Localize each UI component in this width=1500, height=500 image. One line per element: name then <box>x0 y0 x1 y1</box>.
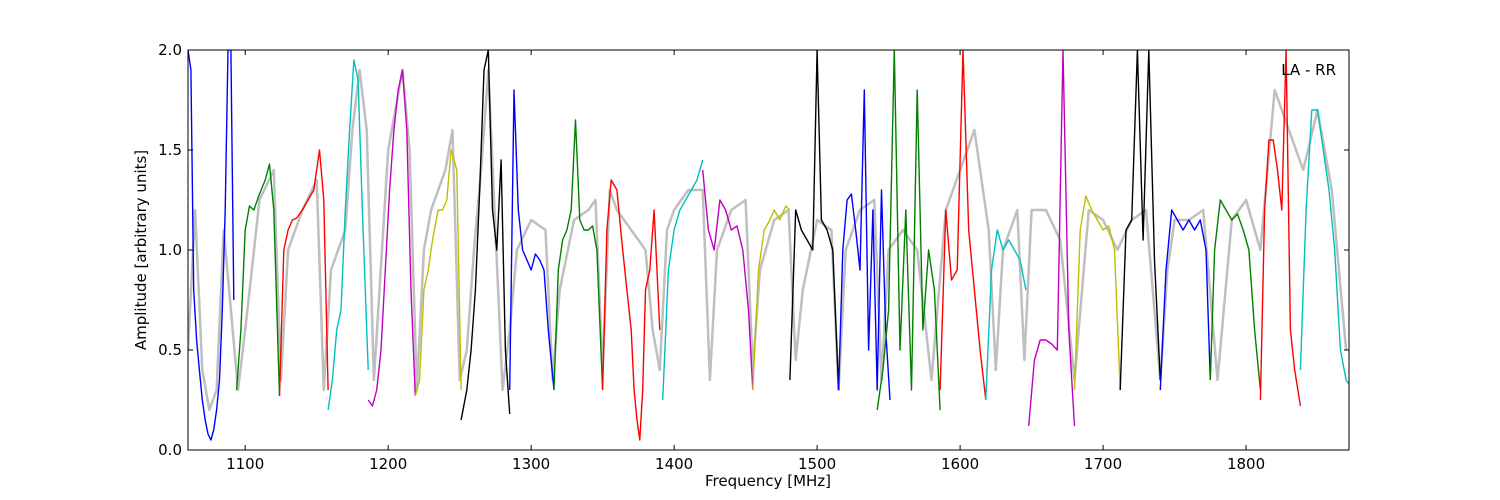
x-tick-label: 1700 <box>1084 455 1122 473</box>
series-line-6 <box>414 149 462 397</box>
series-line-22 <box>1159 209 1211 391</box>
series-line-19 <box>1028 50 1076 427</box>
series-line-12 <box>702 169 754 391</box>
series-line-15 <box>837 89 891 401</box>
y-tick-label: 0.5 <box>158 341 182 359</box>
series-line-25 <box>1299 109 1349 385</box>
series-line-17 <box>939 50 987 401</box>
series-line-24 <box>1259 50 1302 407</box>
x-axis: 1100 1200 1300 1400 1500 1600 1700 1800 <box>226 50 1265 473</box>
series-line-7 <box>460 50 511 421</box>
series-line-16 <box>876 50 941 411</box>
chart-annotation: LA - RR <box>1281 61 1336 79</box>
x-tick-label: 1600 <box>941 455 979 473</box>
x-tick-label: 1400 <box>655 455 693 473</box>
series-line-1 <box>188 50 235 441</box>
series-line-14 <box>789 50 840 391</box>
y-tick-label: 0.0 <box>158 441 182 459</box>
series-line-13 <box>752 205 791 391</box>
series-line-21 <box>1119 50 1161 391</box>
x-tick-label: 1800 <box>1227 455 1265 473</box>
series-line-23 <box>1209 199 1262 391</box>
series-line-18 <box>985 229 1027 401</box>
series-line-20 <box>1073 195 1121 391</box>
series-line-9 <box>553 119 604 391</box>
series-line-8 <box>509 89 555 391</box>
y-axis: 0.0 0.5 1.0 1.5 2.0 <box>158 41 1349 459</box>
plot-area <box>188 50 1349 441</box>
plot-frame <box>187 49 1350 451</box>
background-series-line <box>188 68 1348 412</box>
x-tick-label: 1200 <box>369 455 407 473</box>
series-line-5 <box>367 69 416 407</box>
x-tick-label: 1100 <box>226 455 264 473</box>
series-line-11 <box>662 159 704 401</box>
y-axis-label: Amplitude [arbitrary units] <box>132 150 150 350</box>
series-line-3 <box>278 149 329 397</box>
y-tick-label: 1.0 <box>158 241 182 259</box>
x-tick-label: 1300 <box>512 455 550 473</box>
y-tick-label: 2.0 <box>158 41 182 59</box>
y-tick-label: 1.5 <box>158 141 182 159</box>
series-line-10 <box>601 179 661 441</box>
series-line-4 <box>327 59 369 411</box>
x-tick-label: 1500 <box>798 455 836 473</box>
series-line-2 <box>235 163 281 397</box>
x-axis-label: Frequency [MHz] <box>705 472 831 490</box>
